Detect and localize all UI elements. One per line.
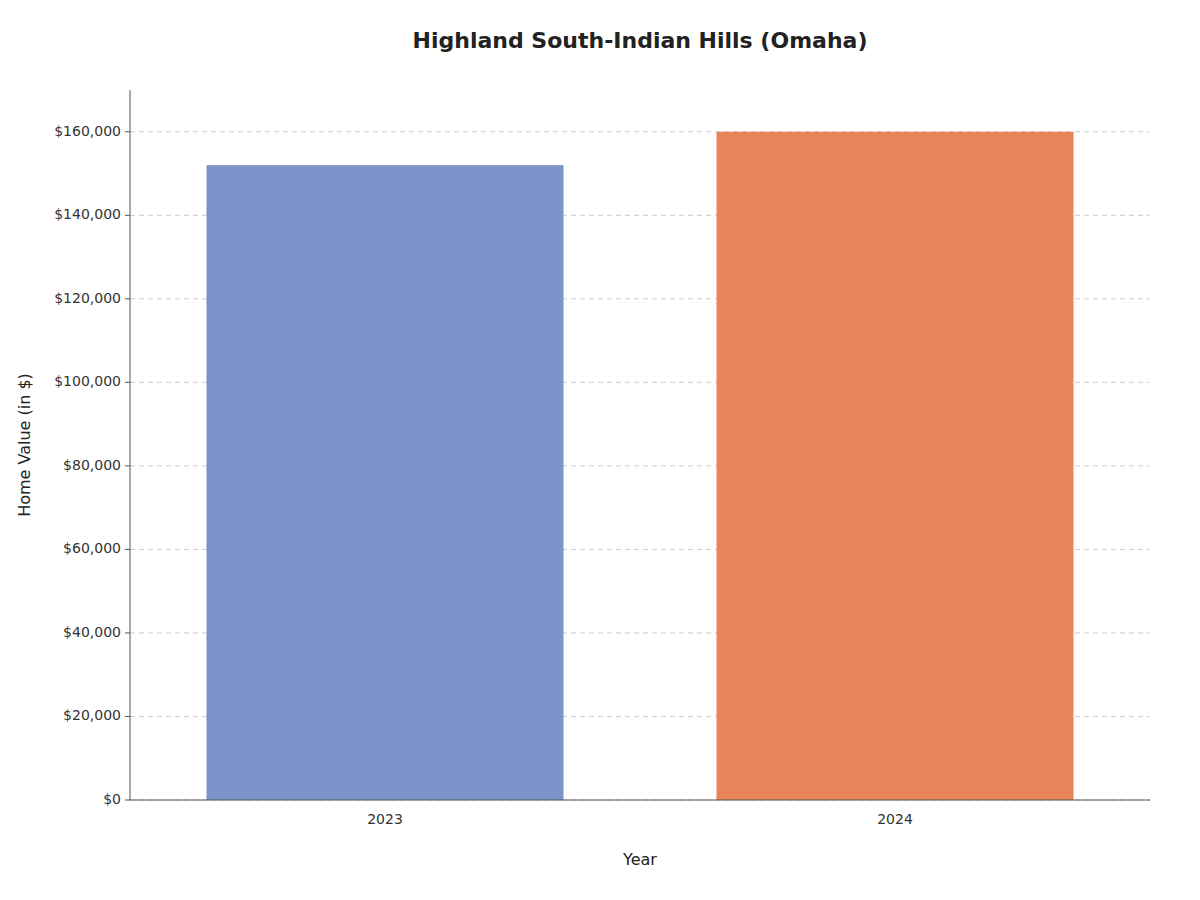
y-tick-label: $140,000 — [54, 206, 121, 222]
x-axis-line — [130, 800, 1150, 801]
x-tick-label: 2023 — [367, 811, 403, 827]
x-ticks: 2023 2024 — [367, 811, 913, 827]
tick-mark — [125, 215, 130, 216]
y-tick-label: $80,000 — [63, 457, 121, 473]
y-tick-label: $60,000 — [63, 540, 121, 556]
x-tick-label: 2024 — [877, 811, 913, 827]
y-tick-label: $0 — [103, 791, 121, 807]
y-axis-label: Home Value (in $) — [15, 373, 34, 517]
bar — [717, 132, 1074, 800]
bar — [207, 165, 564, 800]
chart-container: $0 $20,000 $40,000 $60,000 $80,000 $100,000 $1… — [0, 0, 1200, 900]
y-axis-line — [130, 90, 131, 800]
bars — [207, 132, 1074, 800]
y-tick-label: $160,000 — [54, 123, 121, 139]
tick-mark — [125, 632, 130, 633]
tick-mark — [125, 549, 130, 550]
tick-mark — [125, 716, 130, 717]
background — [0, 0, 1200, 900]
title: Highland South-Indian Hills (Omaha) — [413, 28, 868, 53]
y-tick-label: $20,000 — [63, 707, 121, 723]
y-tick-label: $100,000 — [54, 373, 121, 389]
tick-mark — [125, 382, 130, 383]
tick-mark — [125, 800, 130, 801]
tick-mark — [125, 131, 130, 132]
y-grid — [130, 132, 1150, 800]
grid-line — [130, 800, 1150, 801]
chart-svg: $0 $20,000 $40,000 $60,000 $80,000 $100,000 $1… — [0, 0, 1200, 900]
y-tick-label: $120,000 — [54, 290, 121, 306]
y-tick-label: $40,000 — [63, 624, 121, 640]
tick-mark — [125, 298, 130, 299]
tick-mark — [125, 465, 130, 466]
x-axis-label: Year — [622, 850, 657, 869]
page: {"chart_data": {"type": "bar", "title": … — [0, 0, 1200, 900]
y-ticks: $0 $20,000 $40,000 $60,000 $80,000 $100,000 $1… — [54, 123, 130, 807]
